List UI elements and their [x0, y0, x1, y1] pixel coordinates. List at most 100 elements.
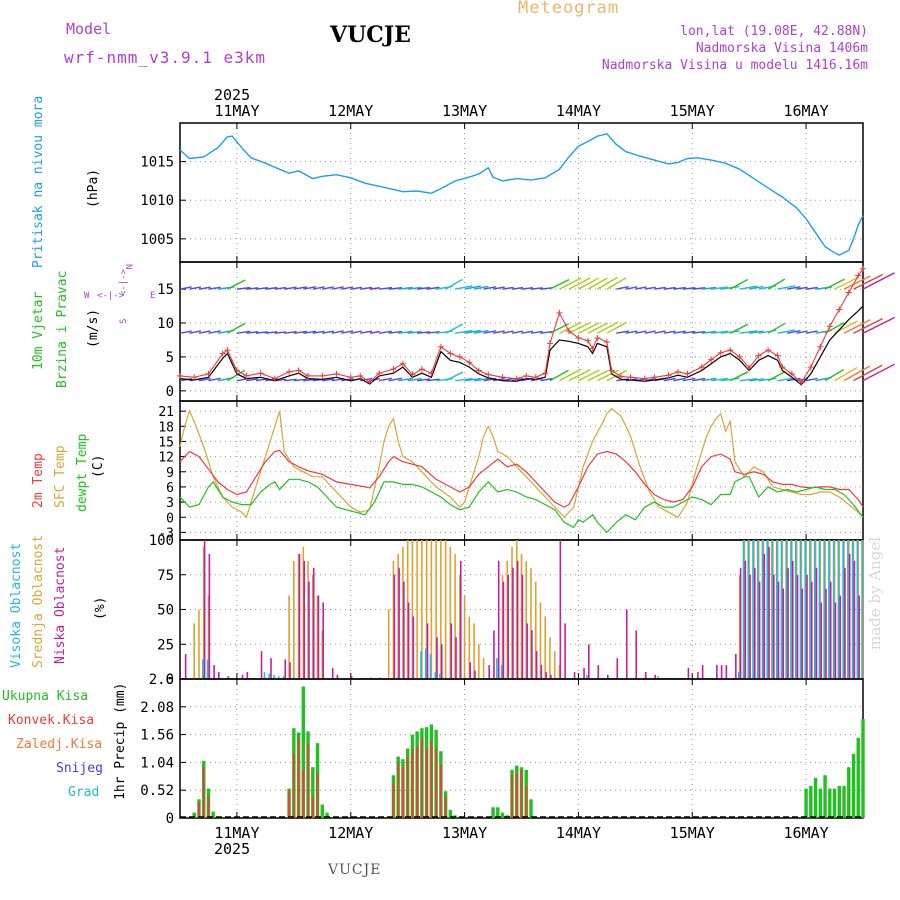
total-precip-bar — [211, 811, 215, 818]
gust-marker — [456, 353, 463, 360]
y-tick-label: 1010 — [140, 193, 174, 209]
gust-marker — [409, 371, 416, 378]
temp2m-line — [179, 449, 864, 508]
conv-precip-bar — [525, 785, 528, 818]
wind-title-2: Brzina i Pravac — [55, 271, 70, 388]
wind-barb — [189, 330, 202, 334]
conv-precip-bar — [444, 796, 447, 818]
y-tick-label: 21 — [158, 405, 174, 420]
wind-barb — [663, 286, 676, 290]
day-label-top: 15MAY — [670, 102, 715, 120]
gust-marker — [191, 374, 198, 381]
wind-barb — [843, 275, 871, 290]
gust-marker — [675, 368, 682, 375]
gust-marker — [466, 359, 473, 366]
total-precip-bar — [832, 788, 837, 818]
wind-barb — [597, 276, 618, 290]
conv-precip-bar — [416, 745, 419, 818]
wind-barb — [454, 285, 473, 290]
conv-precip-bar — [511, 775, 513, 818]
y-tick-label: 1015 — [140, 155, 174, 171]
conv-precip-bar — [316, 772, 319, 818]
gust-marker — [233, 367, 240, 374]
gust-marker — [357, 372, 364, 379]
wind-barb — [758, 377, 777, 382]
y-tick-label: 75 — [157, 568, 174, 584]
y-tick-label: 6 — [166, 481, 174, 496]
wind-barb — [521, 286, 534, 290]
wind-barb — [606, 369, 628, 382]
y-tick-label: 1.04 — [140, 755, 174, 771]
wind-barb — [862, 316, 896, 334]
conv-precip-bar — [302, 769, 305, 818]
wind-barb — [388, 377, 403, 382]
y-tick-label: -3 — [158, 526, 174, 541]
total-precip-bar — [809, 785, 813, 818]
precip-panel: Ukupna Kisa Konvek.Kisa Zaledj.Kisa Snij… — [2, 672, 865, 827]
wind-barb — [701, 286, 717, 290]
total-precip-bar — [856, 737, 860, 818]
y-tick-label: 0 — [166, 384, 174, 400]
gust-marker — [798, 379, 805, 386]
wind-barb — [597, 321, 619, 334]
wind-barb — [293, 286, 308, 290]
wind-barb — [369, 330, 380, 334]
legend-total-rain: Ukupna Kisa — [2, 689, 88, 704]
wind-barb — [246, 287, 259, 290]
wind-barb — [805, 377, 818, 382]
wind-barb — [502, 330, 514, 334]
wind-barb — [749, 285, 764, 290]
wind-barb — [379, 377, 392, 382]
wind-barb — [635, 286, 647, 290]
year-label-bottom: 2025 — [214, 840, 250, 858]
gust-marker — [826, 323, 833, 330]
total-precip-bar — [847, 767, 851, 818]
wind-barb — [701, 330, 717, 334]
pressure-title: Pritisak na nivou mora — [31, 96, 46, 268]
wind-barb — [720, 377, 740, 382]
gust-marker — [817, 343, 824, 350]
precip-unit: 1hr Precip (mm) — [113, 683, 128, 800]
wind-barb — [692, 377, 706, 382]
wind-barb — [749, 330, 764, 334]
model-altitude-label: Nadmorska Visina u modelu 1416.16m — [601, 58, 868, 73]
wind-barb — [265, 286, 278, 290]
wind-barb — [198, 377, 211, 382]
gust-marker — [845, 289, 852, 296]
wind-barb — [530, 330, 543, 334]
wind-barb — [729, 323, 749, 334]
wind-barb — [568, 277, 591, 290]
wind-barb — [246, 378, 259, 382]
temp2m-title: 2m Temp — [31, 453, 46, 508]
wind-barb — [853, 273, 883, 290]
gust-marker — [319, 372, 326, 379]
wind-barb — [445, 278, 463, 290]
wind-barb — [786, 329, 801, 334]
day-label-bottom: 11MAY — [214, 824, 259, 842]
gust-marker — [546, 340, 553, 347]
wind-barb — [663, 377, 676, 382]
gust-marker — [727, 347, 734, 354]
pressure-line — [179, 133, 864, 256]
wind-barb — [853, 364, 883, 382]
y-tick-label: 12 — [158, 451, 174, 466]
wind-barb — [673, 377, 686, 382]
wind-barb — [445, 371, 464, 382]
meteogram-title: Meteogram — [518, 0, 620, 18]
total-precip-bar — [320, 804, 324, 818]
gust-marker — [736, 353, 743, 360]
wind-barb — [502, 286, 514, 290]
total-precip-bar — [851, 753, 856, 818]
gust-marker — [257, 370, 264, 377]
wind-barb — [767, 278, 786, 290]
wind-barb — [682, 377, 696, 382]
wind-barb — [729, 278, 749, 290]
wind-barb — [492, 286, 505, 290]
gust-marker — [390, 366, 397, 373]
wind-barb — [635, 330, 647, 334]
total-precip-bar — [491, 807, 495, 818]
conv-precip-bar — [397, 761, 400, 818]
wind-barb — [274, 331, 287, 334]
wind-barb — [265, 331, 278, 334]
